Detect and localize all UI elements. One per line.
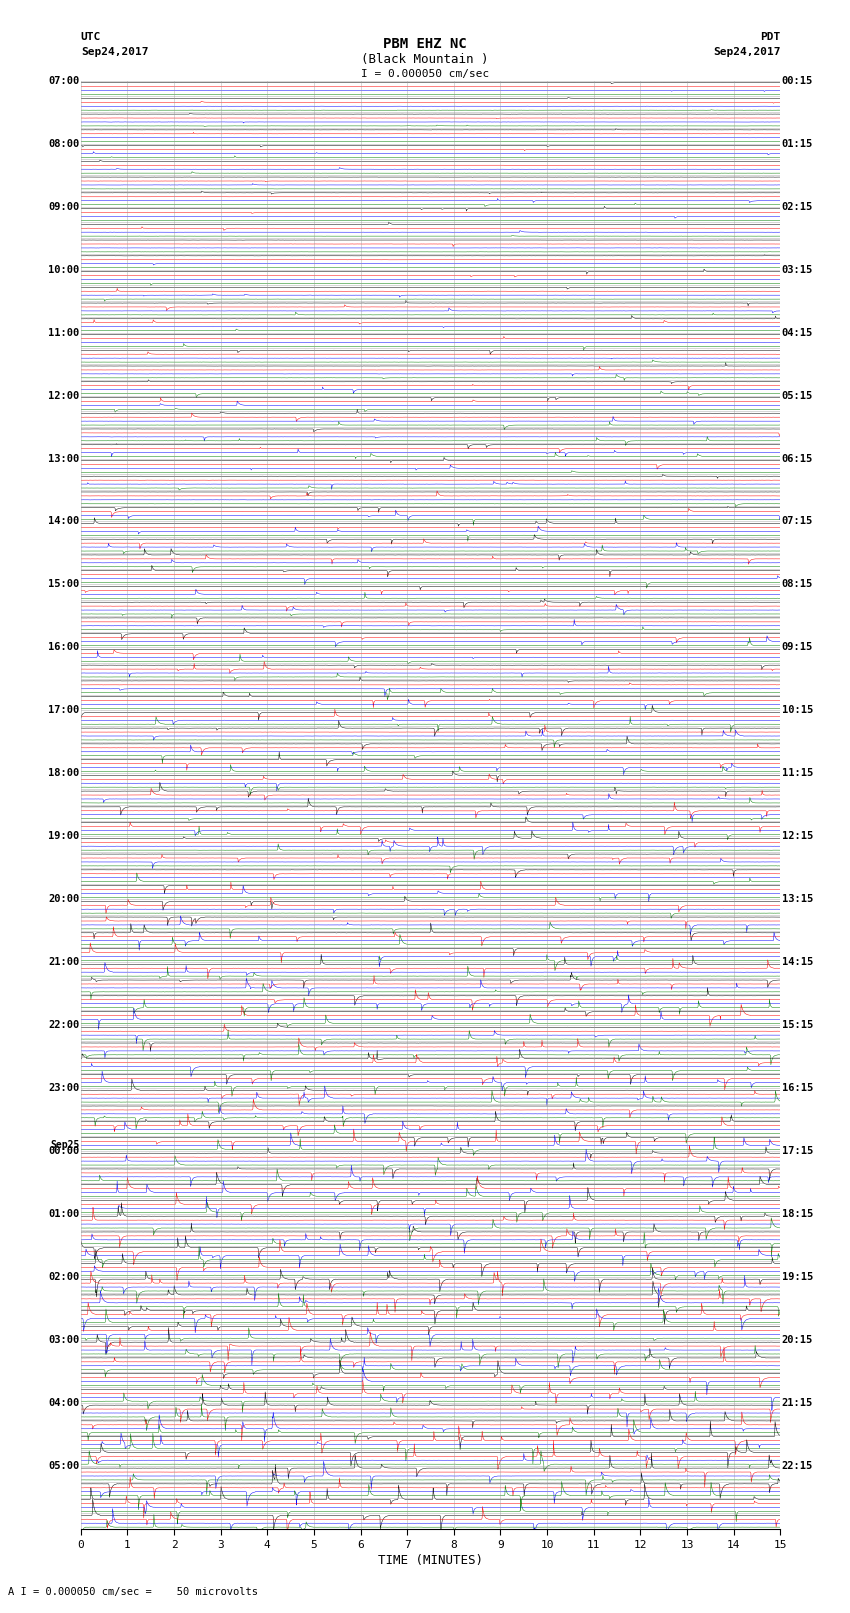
Text: 13:15: 13:15 [782,894,813,905]
Text: 22:15: 22:15 [782,1461,813,1471]
Text: 09:15: 09:15 [782,642,813,652]
Text: 15:00: 15:00 [48,579,79,589]
Text: Sep24,2017: Sep24,2017 [713,47,780,56]
Text: 01:15: 01:15 [782,139,813,148]
Text: 04:15: 04:15 [782,327,813,337]
Text: 04:00: 04:00 [48,1398,79,1408]
Text: PBM EHZ NC: PBM EHZ NC [383,37,467,52]
Text: 18:15: 18:15 [782,1210,813,1219]
Text: 21:15: 21:15 [782,1398,813,1408]
Text: 10:00: 10:00 [48,265,79,274]
Text: 03:15: 03:15 [782,265,813,274]
Text: UTC: UTC [81,32,101,42]
Text: Sep24,2017: Sep24,2017 [81,47,148,56]
Text: 06:15: 06:15 [782,453,813,463]
Text: 17:00: 17:00 [48,705,79,716]
Text: 19:00: 19:00 [48,831,79,842]
Text: 01:00: 01:00 [48,1210,79,1219]
Text: 17:15: 17:15 [782,1147,813,1157]
Text: 15:15: 15:15 [782,1021,813,1031]
Text: 20:15: 20:15 [782,1336,813,1345]
Text: 20:00: 20:00 [48,894,79,905]
Text: 16:15: 16:15 [782,1084,813,1094]
Text: 14:00: 14:00 [48,516,79,526]
Text: 10:15: 10:15 [782,705,813,716]
Text: 08:15: 08:15 [782,579,813,589]
Text: (Black Mountain ): (Black Mountain ) [361,53,489,66]
Text: 11:15: 11:15 [782,768,813,779]
Text: 00:00: 00:00 [48,1147,79,1157]
X-axis label: TIME (MINUTES): TIME (MINUTES) [378,1553,483,1566]
Text: 07:15: 07:15 [782,516,813,526]
Text: 19:15: 19:15 [782,1273,813,1282]
Text: 02:00: 02:00 [48,1273,79,1282]
Text: 05:15: 05:15 [782,390,813,400]
Text: 14:15: 14:15 [782,958,813,968]
Text: 05:00: 05:00 [48,1461,79,1471]
Text: 02:15: 02:15 [782,202,813,211]
Text: 13:00: 13:00 [48,453,79,463]
Text: 12:00: 12:00 [48,390,79,400]
Text: 09:00: 09:00 [48,202,79,211]
Text: PDT: PDT [760,32,780,42]
Text: 16:00: 16:00 [48,642,79,652]
Text: Sep25: Sep25 [50,1140,79,1150]
Text: A I = 0.000050 cm/sec =    50 microvolts: A I = 0.000050 cm/sec = 50 microvolts [8,1587,258,1597]
Text: 18:00: 18:00 [48,768,79,779]
Text: 21:00: 21:00 [48,958,79,968]
Text: 12:15: 12:15 [782,831,813,842]
Text: 07:00: 07:00 [48,76,79,85]
Text: 22:00: 22:00 [48,1021,79,1031]
Text: 00:15: 00:15 [782,76,813,85]
Text: 03:00: 03:00 [48,1336,79,1345]
Text: 23:00: 23:00 [48,1084,79,1094]
Text: I = 0.000050 cm/sec: I = 0.000050 cm/sec [361,69,489,79]
Text: 11:00: 11:00 [48,327,79,337]
Text: 08:00: 08:00 [48,139,79,148]
